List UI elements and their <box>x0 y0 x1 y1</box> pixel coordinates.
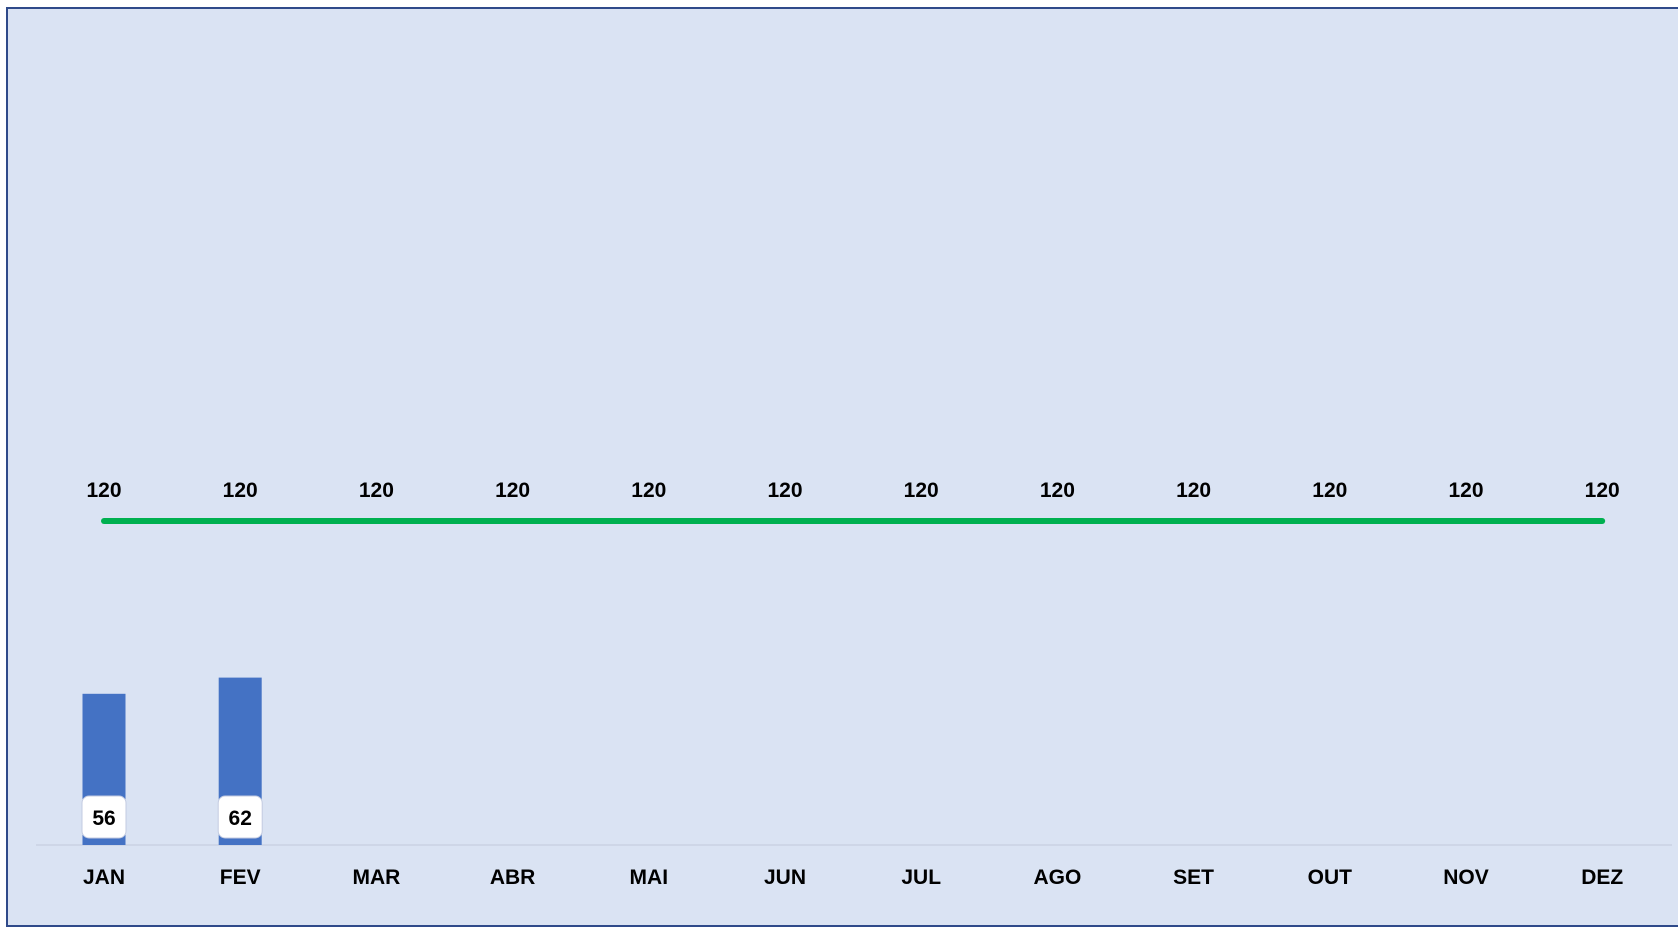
x-tick-mar: MAR <box>352 866 400 889</box>
target-label-mai: 120 <box>631 479 666 502</box>
bar-label-fev: 62 <box>229 807 252 830</box>
chart-area <box>6 7 1678 927</box>
x-axis-ticks: JAN FEV MAR ABR MAI JUN JUL AGO SET OUT NOV DEZ <box>83 866 1623 889</box>
x-tick-ago: AGO <box>1033 866 1081 889</box>
target-label-set: 120 <box>1176 479 1211 502</box>
target-label-jul: 120 <box>904 479 939 502</box>
x-tick-jun: JUN <box>764 866 806 889</box>
target-label-fev: 120 <box>223 479 258 502</box>
bar-label-box-jan <box>81 795 127 839</box>
bar-labels-layer: 56 62 <box>81 795 263 839</box>
target-label-ago: 120 <box>1040 479 1075 502</box>
target-label-abr: 120 <box>495 479 530 502</box>
target-label-jun: 120 <box>767 479 802 502</box>
chart-plot: 120 120 120 120 120 120 120 120 120 120 120 120 56 6… <box>36 479 1672 889</box>
x-tick-jul: JUL <box>901 866 941 889</box>
target-label-mar: 120 <box>359 479 394 502</box>
x-tick-jan: JAN <box>83 866 125 889</box>
target-labels-layer: 120 120 120 120 120 120 120 120 120 120 120 120 <box>86 479 1619 502</box>
x-tick-dez: DEZ <box>1581 866 1623 889</box>
x-tick-out: OUT <box>1308 866 1353 889</box>
target-label-jan: 120 <box>86 479 121 502</box>
target-label-out: 120 <box>1312 479 1347 502</box>
x-tick-mai: MAI <box>630 866 669 889</box>
x-tick-abr: ABR <box>490 866 536 889</box>
target-label-nov: 120 <box>1448 479 1483 502</box>
x-tick-set: SET <box>1173 866 1214 889</box>
x-tick-fev: FEV <box>220 866 261 889</box>
x-tick-nov: NOV <box>1443 866 1489 889</box>
bar-label-box-fev <box>217 795 263 839</box>
target-label-dez: 120 <box>1585 479 1620 502</box>
bar-label-jan: 56 <box>92 807 115 830</box>
